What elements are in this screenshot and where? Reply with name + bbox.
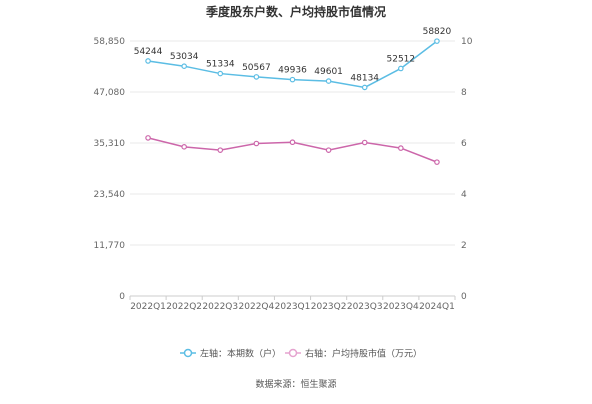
- data-label: 53034: [170, 52, 199, 62]
- x-axis-tick-label: 2023Q1: [275, 302, 311, 312]
- data-point[interactable]: [181, 144, 187, 150]
- x-axis-tick-label: 2024Q1: [419, 302, 455, 312]
- data-label: 49601: [314, 67, 343, 77]
- x-axis-tick-label: 2023Q3: [347, 302, 383, 312]
- data-point[interactable]: [145, 135, 151, 141]
- data-point[interactable]: [289, 76, 296, 83]
- right-axis-tick-label: 10: [461, 37, 473, 47]
- data-label: 49936: [278, 66, 307, 76]
- data-point[interactable]: [398, 65, 404, 72]
- left-axis-tick-label: 0: [119, 292, 125, 302]
- data-point[interactable]: [361, 84, 368, 91]
- right-axis-ticks: 0 2 4 6 8 10: [461, 37, 473, 302]
- right-axis-tick-label: 6: [461, 139, 467, 149]
- data-point[interactable]: [434, 38, 440, 44]
- data-point[interactable]: [217, 70, 224, 77]
- legend-market-value-label: 右轴：户均持股市值（万元）: [305, 348, 422, 360]
- right-axis-tick-label: 4: [461, 190, 467, 200]
- legend-item-households[interactable]: 左轴：本期数（户）: [180, 348, 281, 360]
- series-layer: 54244 53034 51334 50567 49936 49601 48134 52512…: [134, 27, 452, 165]
- x-axis-tick-label: 2022Q3: [202, 302, 238, 312]
- data-point[interactable]: [145, 58, 151, 64]
- data-point[interactable]: [253, 74, 260, 80]
- x-axis-tick-label: 2022Q2: [166, 302, 202, 312]
- data-label: 48134: [350, 73, 379, 83]
- legend-households-marker-icon: [183, 348, 193, 358]
- right-axis-tick-label: 8: [461, 88, 467, 98]
- data-point[interactable]: [181, 63, 187, 70]
- data-point[interactable]: [434, 159, 440, 165]
- data-label: 51334: [206, 60, 235, 70]
- legend-households-label: 左轴：本期数（户）: [200, 348, 281, 360]
- chart-title: 季度股东户数、户均持股市值情况: [205, 4, 386, 19]
- legend: 左轴：本期数（户） 右轴：户均持股市值（万元）: [180, 348, 422, 360]
- legend-market-value[interactable]: 右轴：户均持股市值（万元）: [285, 348, 422, 360]
- x-axis-ticks: 2022Q1 2022Q2 2022Q3 2022Q4 2023Q1 2023Q2 2023…: [129, 296, 456, 312]
- left-axis-tick-label: 58,850: [94, 37, 126, 47]
- data-point[interactable]: [289, 139, 296, 146]
- data-label: 50567: [242, 63, 271, 73]
- x-axis-tick-label: 2022Q1: [130, 302, 166, 312]
- data-label: 52512: [387, 54, 416, 64]
- right-axis-tick-label: 2: [461, 241, 467, 251]
- data-point[interactable]: [253, 140, 260, 147]
- data-label: 54244: [134, 47, 163, 57]
- left-axis-tick-label: 35,310: [94, 139, 126, 149]
- data-point[interactable]: [361, 139, 368, 146]
- left-axis-tick-label: 11,770: [94, 241, 126, 251]
- legend-market-value-marker-icon: [288, 348, 298, 358]
- data-point[interactable]: [398, 145, 404, 151]
- data-point[interactable]: [325, 78, 332, 84]
- x-axis-tick-label: 2022Q4: [239, 302, 275, 312]
- x-axis-tick-label: 2023Q4: [383, 302, 419, 312]
- data-point[interactable]: [217, 147, 224, 153]
- data-point[interactable]: [325, 147, 332, 153]
- left-axis-tick-label: 23,540: [94, 190, 126, 200]
- data-label: 58820: [423, 27, 452, 37]
- left-axis-tick-label: 47,080: [94, 88, 126, 98]
- x-axis-tick-label: 2023Q2: [311, 302, 347, 312]
- grid-lines: [130, 40, 455, 297]
- left-axis-ticks: 0 11,770 23,540 35,310 47,080 58,850: [94, 37, 126, 302]
- right-axis-tick-label: 0: [461, 292, 467, 302]
- source-caption: 数据来源：恒生聚源: [255, 378, 336, 390]
